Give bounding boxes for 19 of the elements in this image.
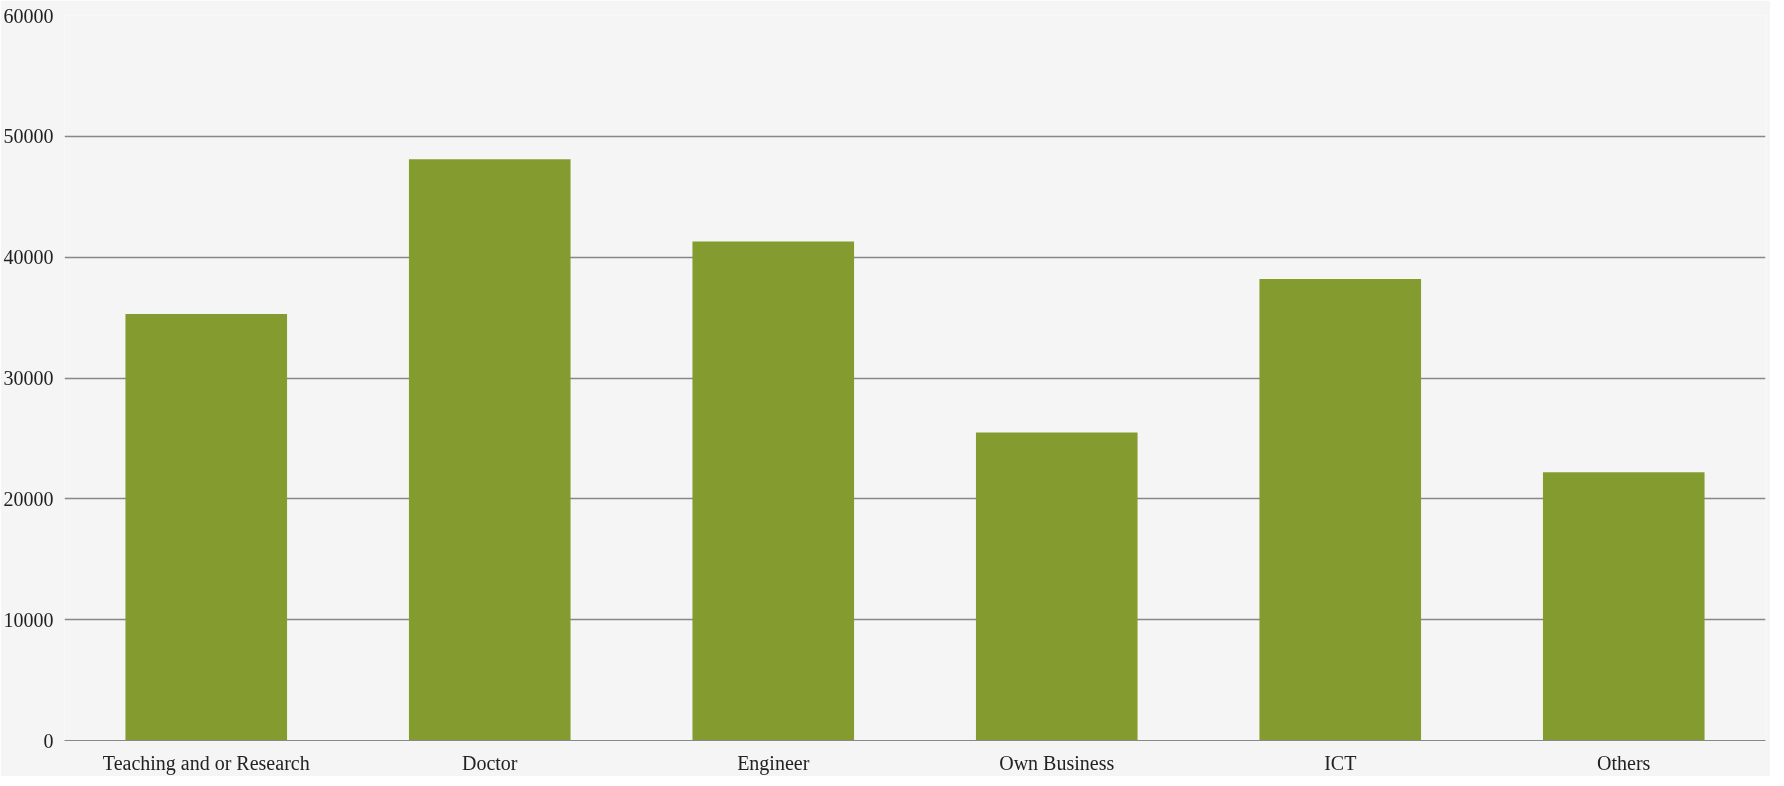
y-tick-label: 30000 [3,367,54,389]
y-tick-label: 10000 [3,608,54,631]
y-tick-label: 60000 [3,4,54,27]
bar [975,432,1138,741]
y-tick-label: 0 [43,729,54,752]
y-tick-label: 40000 [3,246,54,269]
x-tick-label: Doctor [461,751,518,774]
x-tick-label: Others [1597,751,1651,774]
y-tick-label: 50000 [3,125,54,148]
bar [125,313,288,741]
bar [408,159,571,741]
bar [1259,278,1422,741]
x-tick-label: Teaching and or Research [102,751,310,775]
x-tick-label: Own Business [999,751,1115,774]
x-tick-label: ICT [1324,751,1357,774]
x-tick-label: Engineer [737,751,810,775]
y-tick-label: 20000 [3,487,54,510]
bar [1542,472,1705,741]
bar [692,241,855,741]
